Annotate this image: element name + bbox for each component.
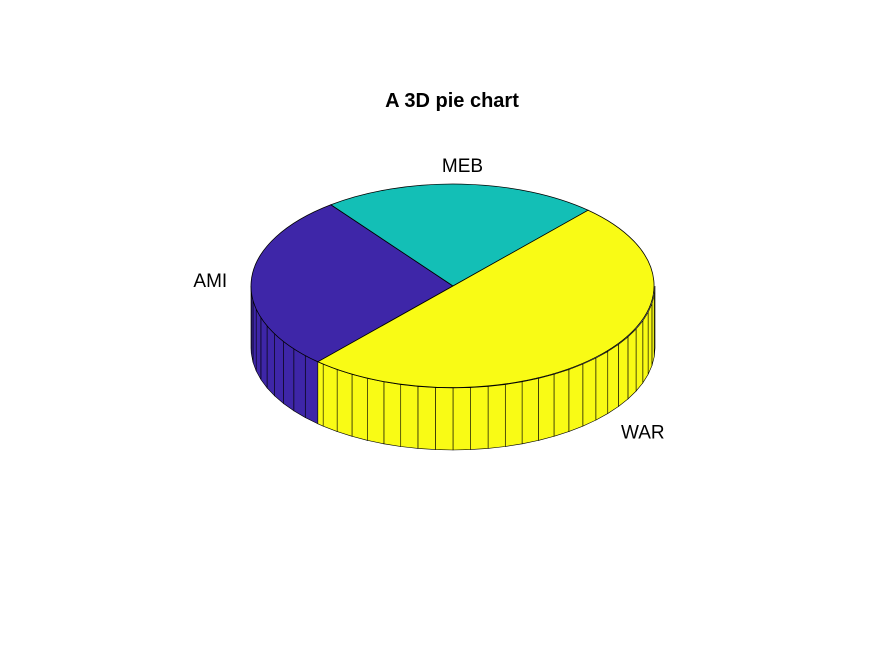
slice-side-war xyxy=(651,294,655,366)
chart-title: A 3D pie chart xyxy=(385,90,519,112)
slice-meb xyxy=(330,183,590,287)
pie-tops xyxy=(250,183,655,388)
slice-side-war xyxy=(322,363,338,432)
slice-side-war xyxy=(647,303,653,375)
slice-side-ami xyxy=(266,325,275,397)
slice-side-war xyxy=(452,387,471,451)
slice-side-ami xyxy=(304,355,319,425)
slice-side-war xyxy=(642,311,649,384)
slice-side-war xyxy=(618,336,629,408)
slice-side-war xyxy=(417,386,436,450)
slice-side-ami xyxy=(260,316,268,389)
slice-side-war xyxy=(538,373,555,441)
pie-sides xyxy=(250,285,656,451)
slice-side-ami xyxy=(255,308,262,380)
pie-labels: AMI MEB WAR xyxy=(193,156,664,443)
slice-side-war xyxy=(470,386,489,450)
slice-side-war xyxy=(487,384,506,449)
slice-ami xyxy=(250,204,454,363)
slice-side-war xyxy=(383,381,402,447)
slice-label-meb: MEB xyxy=(442,156,483,177)
slice-side-war xyxy=(367,378,385,445)
slice-side-war xyxy=(582,357,597,427)
slice-side-ami xyxy=(293,348,306,419)
slice-label-ami: AMI xyxy=(193,271,227,292)
slice-side-war xyxy=(400,384,419,449)
slice-side-war xyxy=(627,328,637,400)
slice-side-ami xyxy=(283,340,295,412)
slice-side-war xyxy=(317,361,324,427)
slice-side-war xyxy=(336,369,353,437)
slice-side-war xyxy=(351,373,368,441)
slice-side-war xyxy=(607,343,619,415)
slice-war xyxy=(316,209,655,388)
slice-side-war xyxy=(635,320,644,392)
slice-side-ami xyxy=(274,333,284,405)
slice-label-war: WAR xyxy=(621,422,665,443)
slice-side-war xyxy=(504,381,523,447)
slice-side-war xyxy=(521,378,539,445)
slice-side-war xyxy=(595,351,609,421)
slice-side-war xyxy=(435,387,454,451)
slice-side-war xyxy=(568,363,584,432)
slice-side-ami xyxy=(252,300,257,372)
slice-side-war xyxy=(553,369,570,437)
